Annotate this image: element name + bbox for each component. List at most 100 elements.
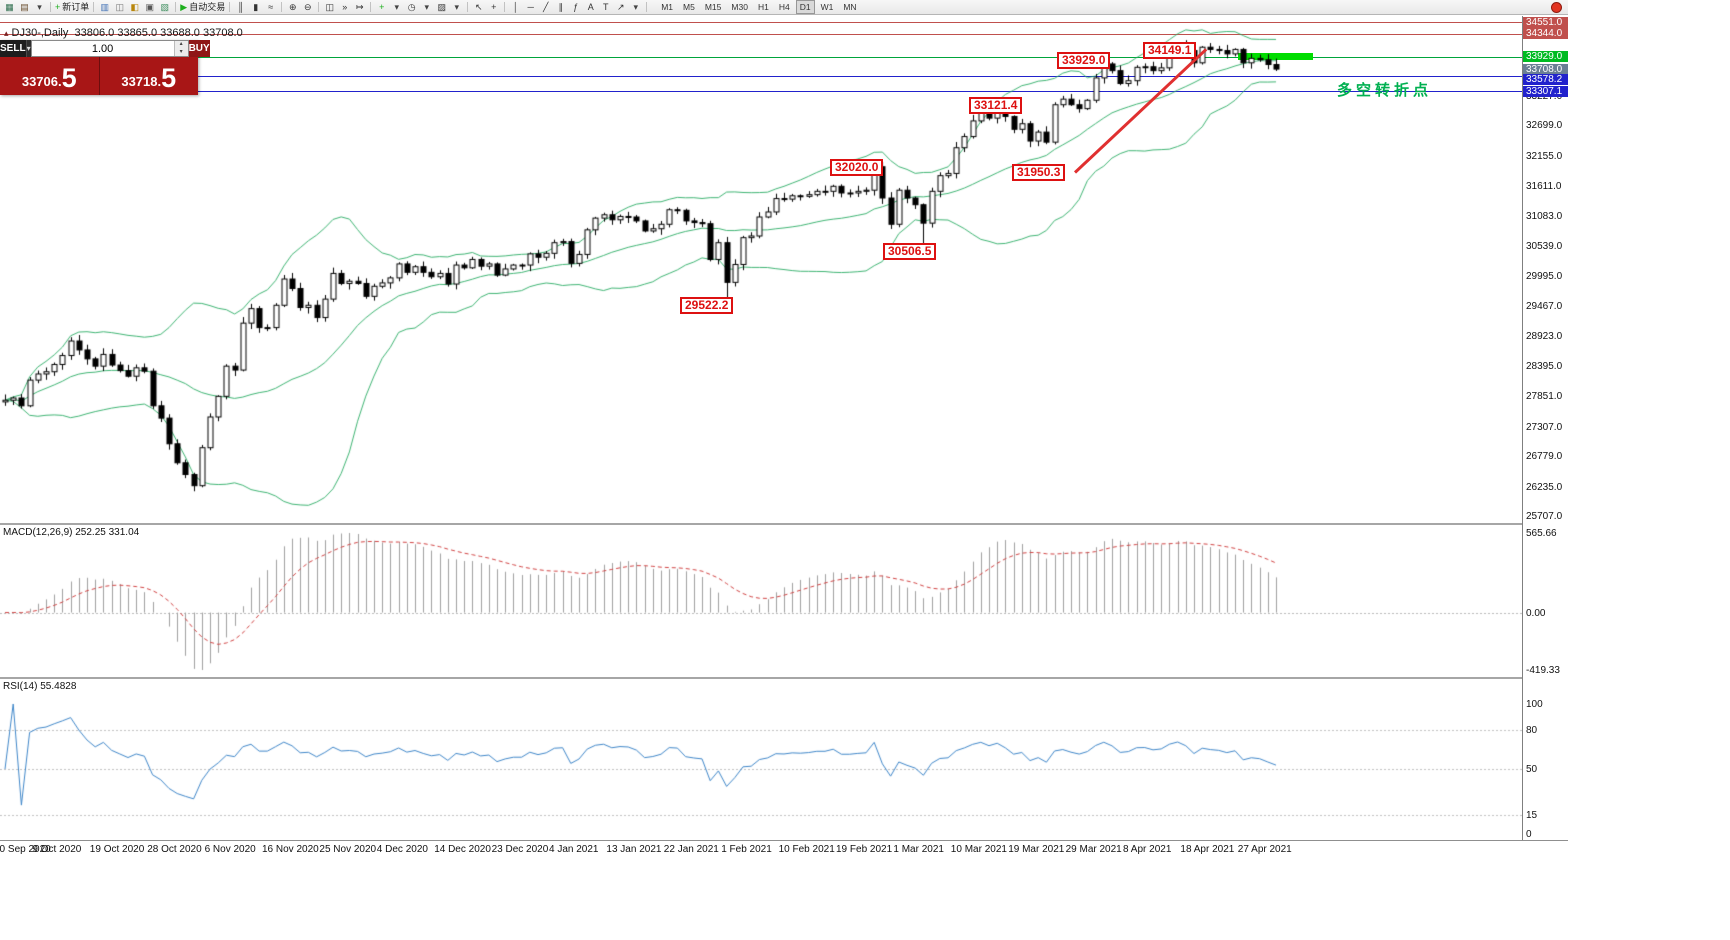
time-axis-label: 13 Jan 2021 <box>606 844 662 855</box>
templates-icon[interactable]: ▨ <box>437 1 446 12</box>
timeframe-bar: M1 M5 M15 M30 H1 H4 D1 W1 MN <box>656 0 861 14</box>
time-axis-label: 4 Jan 2021 <box>549 844 599 855</box>
arrows-dropdown-icon[interactable]: ▾ <box>633 1 638 12</box>
price-scale[interactable]: 33227.032699.032155.031611.031083.030539… <box>1522 16 1568 840</box>
order-type-dropdown[interactable]: ▾ <box>25 40 31 57</box>
data-window-icon[interactable]: ◫ <box>115 1 125 12</box>
sell-price-button[interactable]: 33706. 5 <box>0 57 99 95</box>
main-chart-canvas[interactable] <box>0 16 1522 523</box>
price-annotation-box[interactable]: 30506.5 <box>883 243 937 260</box>
timeframe-w1-button[interactable]: W1 <box>820 2 834 12</box>
volume-down-button[interactable]: ▾ <box>174 48 188 56</box>
time-axis-label: 25 Nov 2020 <box>319 844 377 855</box>
macd-canvas[interactable] <box>0 525 1522 677</box>
line-chart-icon[interactable]: ≈ <box>268 1 274 12</box>
time-axis-label: 1 Feb 2021 <box>721 844 772 855</box>
price-annotation-box[interactable]: 29522.2 <box>680 297 734 314</box>
chart-area: ▴ DJ30-,Daily 33806.0 33865.0 33688.0 337… <box>0 16 1568 857</box>
timeframe-d1-button[interactable]: D1 <box>795 0 815 14</box>
panel-separator[interactable] <box>0 677 1568 679</box>
rsi-indicator-label: RSI(14) 55.4828 <box>3 681 77 692</box>
zoom-out-icon[interactable]: ⊖ <box>303 1 312 12</box>
candlestick-chart-icon[interactable]: ▮ <box>253 1 259 12</box>
buy-price-big: 5 <box>161 63 177 93</box>
sell-button[interactable]: SELL <box>0 40 26 57</box>
navigator-icon[interactable]: ◧ <box>130 1 140 12</box>
timeframe-mn-button[interactable]: MN <box>843 2 857 12</box>
volume-up-button[interactable]: ▴ <box>174 41 188 49</box>
panel-separator[interactable] <box>0 523 1568 525</box>
toolbar-separator <box>318 2 320 12</box>
text-icon[interactable]: A <box>587 1 594 12</box>
price-annotation-box[interactable]: 34149.1 <box>1143 42 1197 59</box>
profiles-dropdown-icon[interactable]: ▾ <box>37 1 42 12</box>
toolbar-separator <box>229 2 231 12</box>
time-axis-label: 19 Feb 2021 <box>836 844 893 855</box>
time-axis-label: 4 Dec 2020 <box>376 844 428 855</box>
price-annotation-box[interactable]: 33121.4 <box>969 97 1023 114</box>
rsi-canvas[interactable] <box>0 679 1522 838</box>
text-label-icon[interactable]: T <box>602 1 609 12</box>
record-icon[interactable] <box>1551 2 1562 13</box>
price-tag: 34344.0 <box>1523 28 1568 40</box>
toolbar-items: ▦ ▤ ▾ + 新订单 ▥ ◫ ◧ ▣ ▧ ▶ 自动交易 ║ ▮ ≈ ⊕ ⊖ ◫ » ↦ + ▾ ◷ ▾ ▨ ▾ ↖ + │ ─ ╱ ∥ ƒ A T… <box>2 1 650 14</box>
buy-button[interactable]: BUY <box>188 40 210 57</box>
profiles-icon[interactable]: ▤ <box>20 1 29 12</box>
price-scale-label: 27851.0 <box>1526 391 1563 403</box>
buy-price-button[interactable]: 33718. 5 <box>99 57 198 95</box>
indicators-dropdown-icon[interactable]: ▾ <box>394 1 399 12</box>
toolbar-separator <box>370 2 372 12</box>
timeframe-m5-button[interactable]: M5 <box>683 2 695 12</box>
time-axis-label: 1 Mar 2021 <box>893 844 944 855</box>
timeframe-m30-button[interactable]: M30 <box>731 2 748 12</box>
cursor-icon[interactable]: ↖ <box>474 1 483 12</box>
sell-price-small: 33706. <box>21 74 62 89</box>
timeframe-h4-button[interactable]: H4 <box>778 2 790 12</box>
indicators-icon[interactable]: + <box>379 1 385 12</box>
vertical-line-icon[interactable]: │ <box>512 1 519 12</box>
fibonacci-icon[interactable]: ƒ <box>573 1 579 12</box>
price-annotation-box[interactable]: 31950.3 <box>1012 164 1066 181</box>
toolbar-separator <box>93 2 95 12</box>
templates-dropdown-icon[interactable]: ▾ <box>454 1 459 12</box>
timeframe-m15-button[interactable]: M15 <box>704 2 722 12</box>
macd-indicator-label: MACD(12,26,9) 252.25 331.04 <box>3 527 140 538</box>
new-chart-icon[interactable]: ▦ <box>5 1 14 12</box>
rsi-scale-label: 80 <box>1526 725 1538 736</box>
price-scale-label: 31083.0 <box>1526 210 1563 222</box>
horizontal-line-icon[interactable]: ─ <box>527 1 534 12</box>
terminal-icon[interactable]: ▣ <box>145 1 155 12</box>
time-axis-label: 23 Dec 2020 <box>491 844 549 855</box>
sell-price-big: 5 <box>61 63 77 93</box>
timeframe-m1-button[interactable]: M1 <box>661 2 674 12</box>
market-watch-icon[interactable]: ▥ <box>100 1 110 12</box>
price-scale-label: 29467.0 <box>1526 300 1563 312</box>
turning-point-note[interactable]: 多空转折点 <box>1337 82 1433 99</box>
periods-icon[interactable]: ◷ <box>407 1 416 12</box>
periods-dropdown-icon[interactable]: ▾ <box>424 1 429 12</box>
auto-scroll-icon[interactable]: » <box>342 1 348 12</box>
time-axis-label: 14 Dec 2020 <box>434 844 491 855</box>
zoom-in-icon[interactable]: ⊕ <box>288 1 297 12</box>
crosshair-icon[interactable]: + <box>491 1 497 12</box>
volume-input[interactable] <box>31 41 174 56</box>
tile-windows-icon[interactable]: ◫ <box>325 1 334 12</box>
strategy-tester-icon[interactable]: ▧ <box>160 1 170 12</box>
channel-icon[interactable]: ∥ <box>558 1 563 12</box>
one-click-trade-panel: SELL ▾ ▴ ▾ BUY 33706.5 <box>0 40 210 95</box>
new-order-button[interactable]: + 新订单 <box>55 1 90 12</box>
bar-chart-icon[interactable]: ║ <box>237 1 244 12</box>
trendline-icon[interactable]: ╱ <box>543 1 549 12</box>
arrows-icon[interactable]: ↗ <box>616 1 625 12</box>
price-annotation-box[interactable]: 33929.0 <box>1057 52 1111 69</box>
macd-scale-label: 0.00 <box>1526 607 1546 619</box>
autotrading-button[interactable]: ▶ 自动交易 <box>180 1 226 12</box>
price-tag: 33578.2 <box>1523 73 1568 85</box>
chart-shift-icon[interactable]: ↦ <box>355 1 364 12</box>
price-annotation-box[interactable]: 32020.0 <box>830 159 884 176</box>
symbol-period-label: DJ30-,Daily <box>11 27 69 39</box>
chart-title: ▴ DJ30-,Daily 33806.0 33865.0 33688.0 337… <box>4 27 243 39</box>
price-scale-label: 26235.0 <box>1526 481 1563 493</box>
timeframe-h1-button[interactable]: H1 <box>757 2 769 12</box>
